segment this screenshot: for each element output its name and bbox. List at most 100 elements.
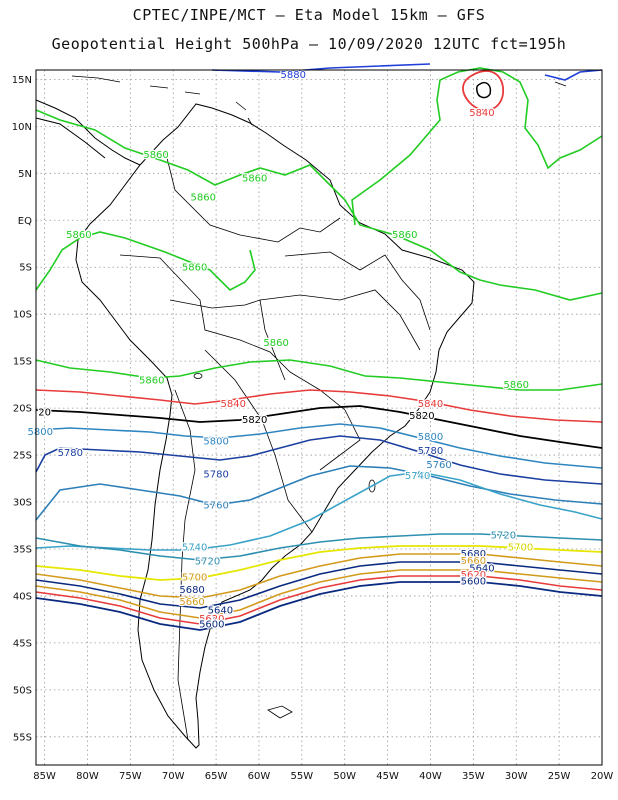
contour-label: 5740 — [182, 543, 207, 554]
contour-5880 — [211, 63, 603, 81]
contour-label: 5760 — [203, 500, 228, 511]
contour-label: 5820 — [409, 411, 434, 422]
contour-label: 5780 — [58, 448, 83, 459]
map-title-line1: CPTEC/INPE/MCT – Eta Model 15km – GFS — [132, 6, 486, 24]
contour-label: 5860 — [182, 263, 207, 274]
lat-tick-label: 45S — [13, 638, 32, 649]
lon-tick-label: 60W — [248, 771, 271, 782]
contour-label: 5720 — [491, 530, 516, 541]
falkland-islands — [267, 705, 293, 719]
contour-label: 5840 — [469, 108, 494, 119]
lat-tick-label: 15N — [12, 75, 32, 86]
map-title-line2: Geopotential Height 500hPa – 10/09/2020 … — [51, 35, 567, 53]
contour-5840 — [35, 389, 603, 423]
contour-label: 5620 — [199, 614, 224, 625]
lon-tick-label: 30W — [505, 771, 528, 782]
lat-tick-label: 30S — [13, 498, 32, 509]
contour-label: 5860 — [263, 338, 288, 349]
contour-5720 — [35, 533, 603, 561]
contour-label: 5860 — [191, 192, 216, 203]
lon-tick-label: 20W — [591, 771, 614, 782]
contour-label: 5700 — [508, 543, 533, 554]
contour-label: 5860 — [143, 150, 168, 161]
contour-label: 5840 — [418, 399, 443, 410]
contour-label: 5760 — [426, 460, 451, 471]
lat-tick-label: 10S — [13, 310, 32, 321]
contour-label: 5700 — [182, 573, 207, 584]
axis-tick-labels: 15N 10N 5N EQ 5S 10S 15S 20S 25S 30S 35S 40S 45S 50S 5… — [12, 75, 614, 782]
contour-label: 5780 — [418, 446, 443, 457]
contour-label: 5680 — [461, 549, 486, 560]
contour-label: 20 — [38, 407, 51, 418]
contour-label: 5680 — [179, 585, 204, 596]
lat-tick-label: 35S — [13, 544, 32, 555]
contour-5680 — [35, 553, 603, 599]
lat-tick-label: EQ — [18, 216, 32, 227]
lon-tick-label: 50W — [333, 771, 356, 782]
lon-tick-label: 65W — [205, 771, 228, 782]
contour-label: 5800 — [28, 427, 53, 438]
lat-tick-label: 40S — [13, 591, 32, 602]
lat-tick-label: 5S — [19, 263, 32, 274]
contour-label: 5600 — [199, 620, 224, 631]
contour-label: 5820 — [242, 415, 267, 426]
lon-tick-label: 55W — [291, 771, 314, 782]
contour-5640 — [35, 569, 603, 619]
contour-label: 5660 — [179, 597, 204, 608]
contour-5880-center — [476, 81, 492, 99]
map-frame — [35, 69, 603, 766]
contour-label: 5740 — [405, 471, 430, 482]
contour-5800 — [35, 423, 603, 469]
contour-5600 — [35, 581, 603, 631]
lat-tick-label: 10N — [12, 122, 32, 133]
contour-label: 5620 — [461, 570, 486, 581]
contour-label: 5840 — [221, 399, 246, 410]
contour-lines — [35, 63, 603, 631]
lat-tick-label: 55S — [13, 732, 32, 743]
contour-5700 — [35, 545, 603, 581]
contour-label: 5860 — [139, 375, 164, 386]
lon-tick-label: 80W — [76, 771, 99, 782]
contour-5860-south — [35, 359, 603, 391]
lat-tick-label: 15S — [13, 357, 32, 368]
lon-tick-label: 25W — [548, 771, 571, 782]
lon-tick-label: 75W — [119, 771, 142, 782]
contour-5820 — [35, 405, 603, 449]
caribbean-islands — [71, 75, 567, 126]
contour-5660 — [35, 561, 603, 609]
contour-5860-west — [35, 231, 256, 291]
lake-titicaca — [193, 373, 203, 379]
contour-label: 5640 — [208, 606, 233, 617]
lagoa-dos-patos — [368, 479, 376, 493]
lon-tick-label: 70W — [162, 771, 185, 782]
contour-5620 — [35, 575, 603, 625]
south-america-coastline — [75, 103, 475, 749]
contour-label: 5800 — [418, 432, 443, 443]
contour-5760 — [35, 465, 603, 521]
contour-label: 5860 — [504, 380, 529, 391]
contour-5740 — [35, 471, 603, 551]
contour-label: 5860 — [242, 174, 267, 185]
contour-label: 5860 — [66, 230, 91, 241]
contour-5780 — [35, 435, 603, 485]
country-borders — [119, 149, 431, 741]
contour-label: 5720 — [195, 557, 220, 568]
lon-tick-label: 45W — [376, 771, 399, 782]
lat-tick-label: 5N — [18, 169, 32, 180]
contour-labels: 5880 5840 5860 5860 5860 5860 5860 5860 5860 5860… — [26, 69, 534, 632]
lat-tick-label: 50S — [13, 685, 32, 696]
contour-label: 5800 — [203, 436, 228, 447]
lon-tick-label: 35W — [462, 771, 485, 782]
central-america-coastline — [35, 99, 141, 166]
lon-tick-label: 85W — [33, 771, 56, 782]
contour-5860-north — [35, 109, 603, 301]
contour-label: 5860 — [392, 230, 417, 241]
contour-5840-high — [462, 70, 504, 112]
contour-label: 5880 — [281, 70, 306, 81]
contour-label: 5780 — [203, 469, 228, 480]
lat-tick-label: 20S — [13, 404, 32, 415]
contour-label: 5640 — [469, 563, 494, 574]
contour-label: 5660 — [461, 556, 486, 567]
contour-label: 5600 — [461, 576, 486, 587]
